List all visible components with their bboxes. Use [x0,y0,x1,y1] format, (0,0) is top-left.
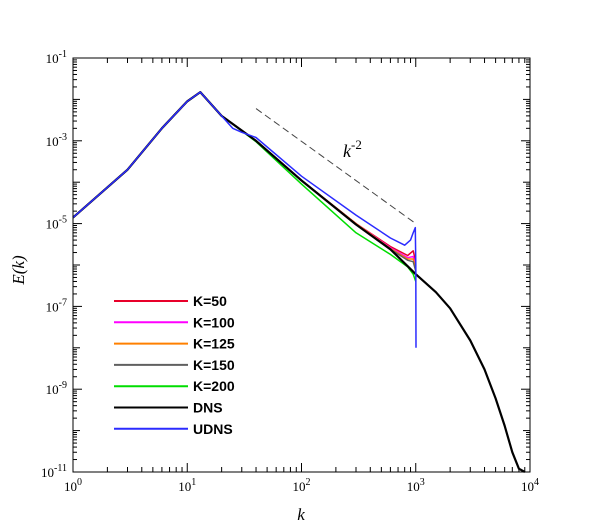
legend-label-k50: K=50 [193,293,227,309]
series-line-udns [72,91,417,348]
y-tick-label: 10-7 [46,297,67,314]
x-tick-label: 100 [64,477,82,494]
reference-slope-label: k-2 [343,137,362,161]
legend: K=50 K=100 K=125 K=150 K=200 DNS UDNS [114,293,235,437]
series-line-k50 [72,91,417,262]
x-axis-title: k [297,505,305,524]
x-tick-label: 101 [178,477,196,494]
series-line-k100 [72,91,417,268]
y-tick-label: 10-9 [46,380,67,397]
y-tick-label: 10-5 [46,215,67,232]
series-line-k150 [72,91,417,272]
y-tick-label: 10-1 [46,49,67,66]
series-layer [72,90,526,473]
series-line-dns [72,90,526,473]
x-tick-label: 104 [521,477,539,494]
legend-label-k150: K=150 [193,357,235,373]
plot-frame [72,57,531,473]
x-tick-label: 102 [293,477,311,494]
y-tick-label: 10-11 [41,463,67,480]
reference-line-layer: k-2 [255,108,417,225]
tick-layer [72,58,530,473]
legend-label-k200: K=200 [193,378,235,394]
x-tick-label: 103 [407,477,425,494]
legend-label-k125: K=125 [193,336,235,352]
legend-label-dns: DNS [193,400,223,416]
series-line-k125 [72,91,417,270]
y-axis-title: E(k) [9,255,28,286]
legend-label-k100: K=100 [193,314,235,330]
tick-label-layer: 100 101 102 103 104 10-1 10-3 10-5 10-7 10-9 10-11 [41,49,539,494]
y-tick-label: 10-3 [46,132,67,149]
legend-label-udns: UDNS [193,421,233,437]
reference-slope-line [255,108,417,225]
